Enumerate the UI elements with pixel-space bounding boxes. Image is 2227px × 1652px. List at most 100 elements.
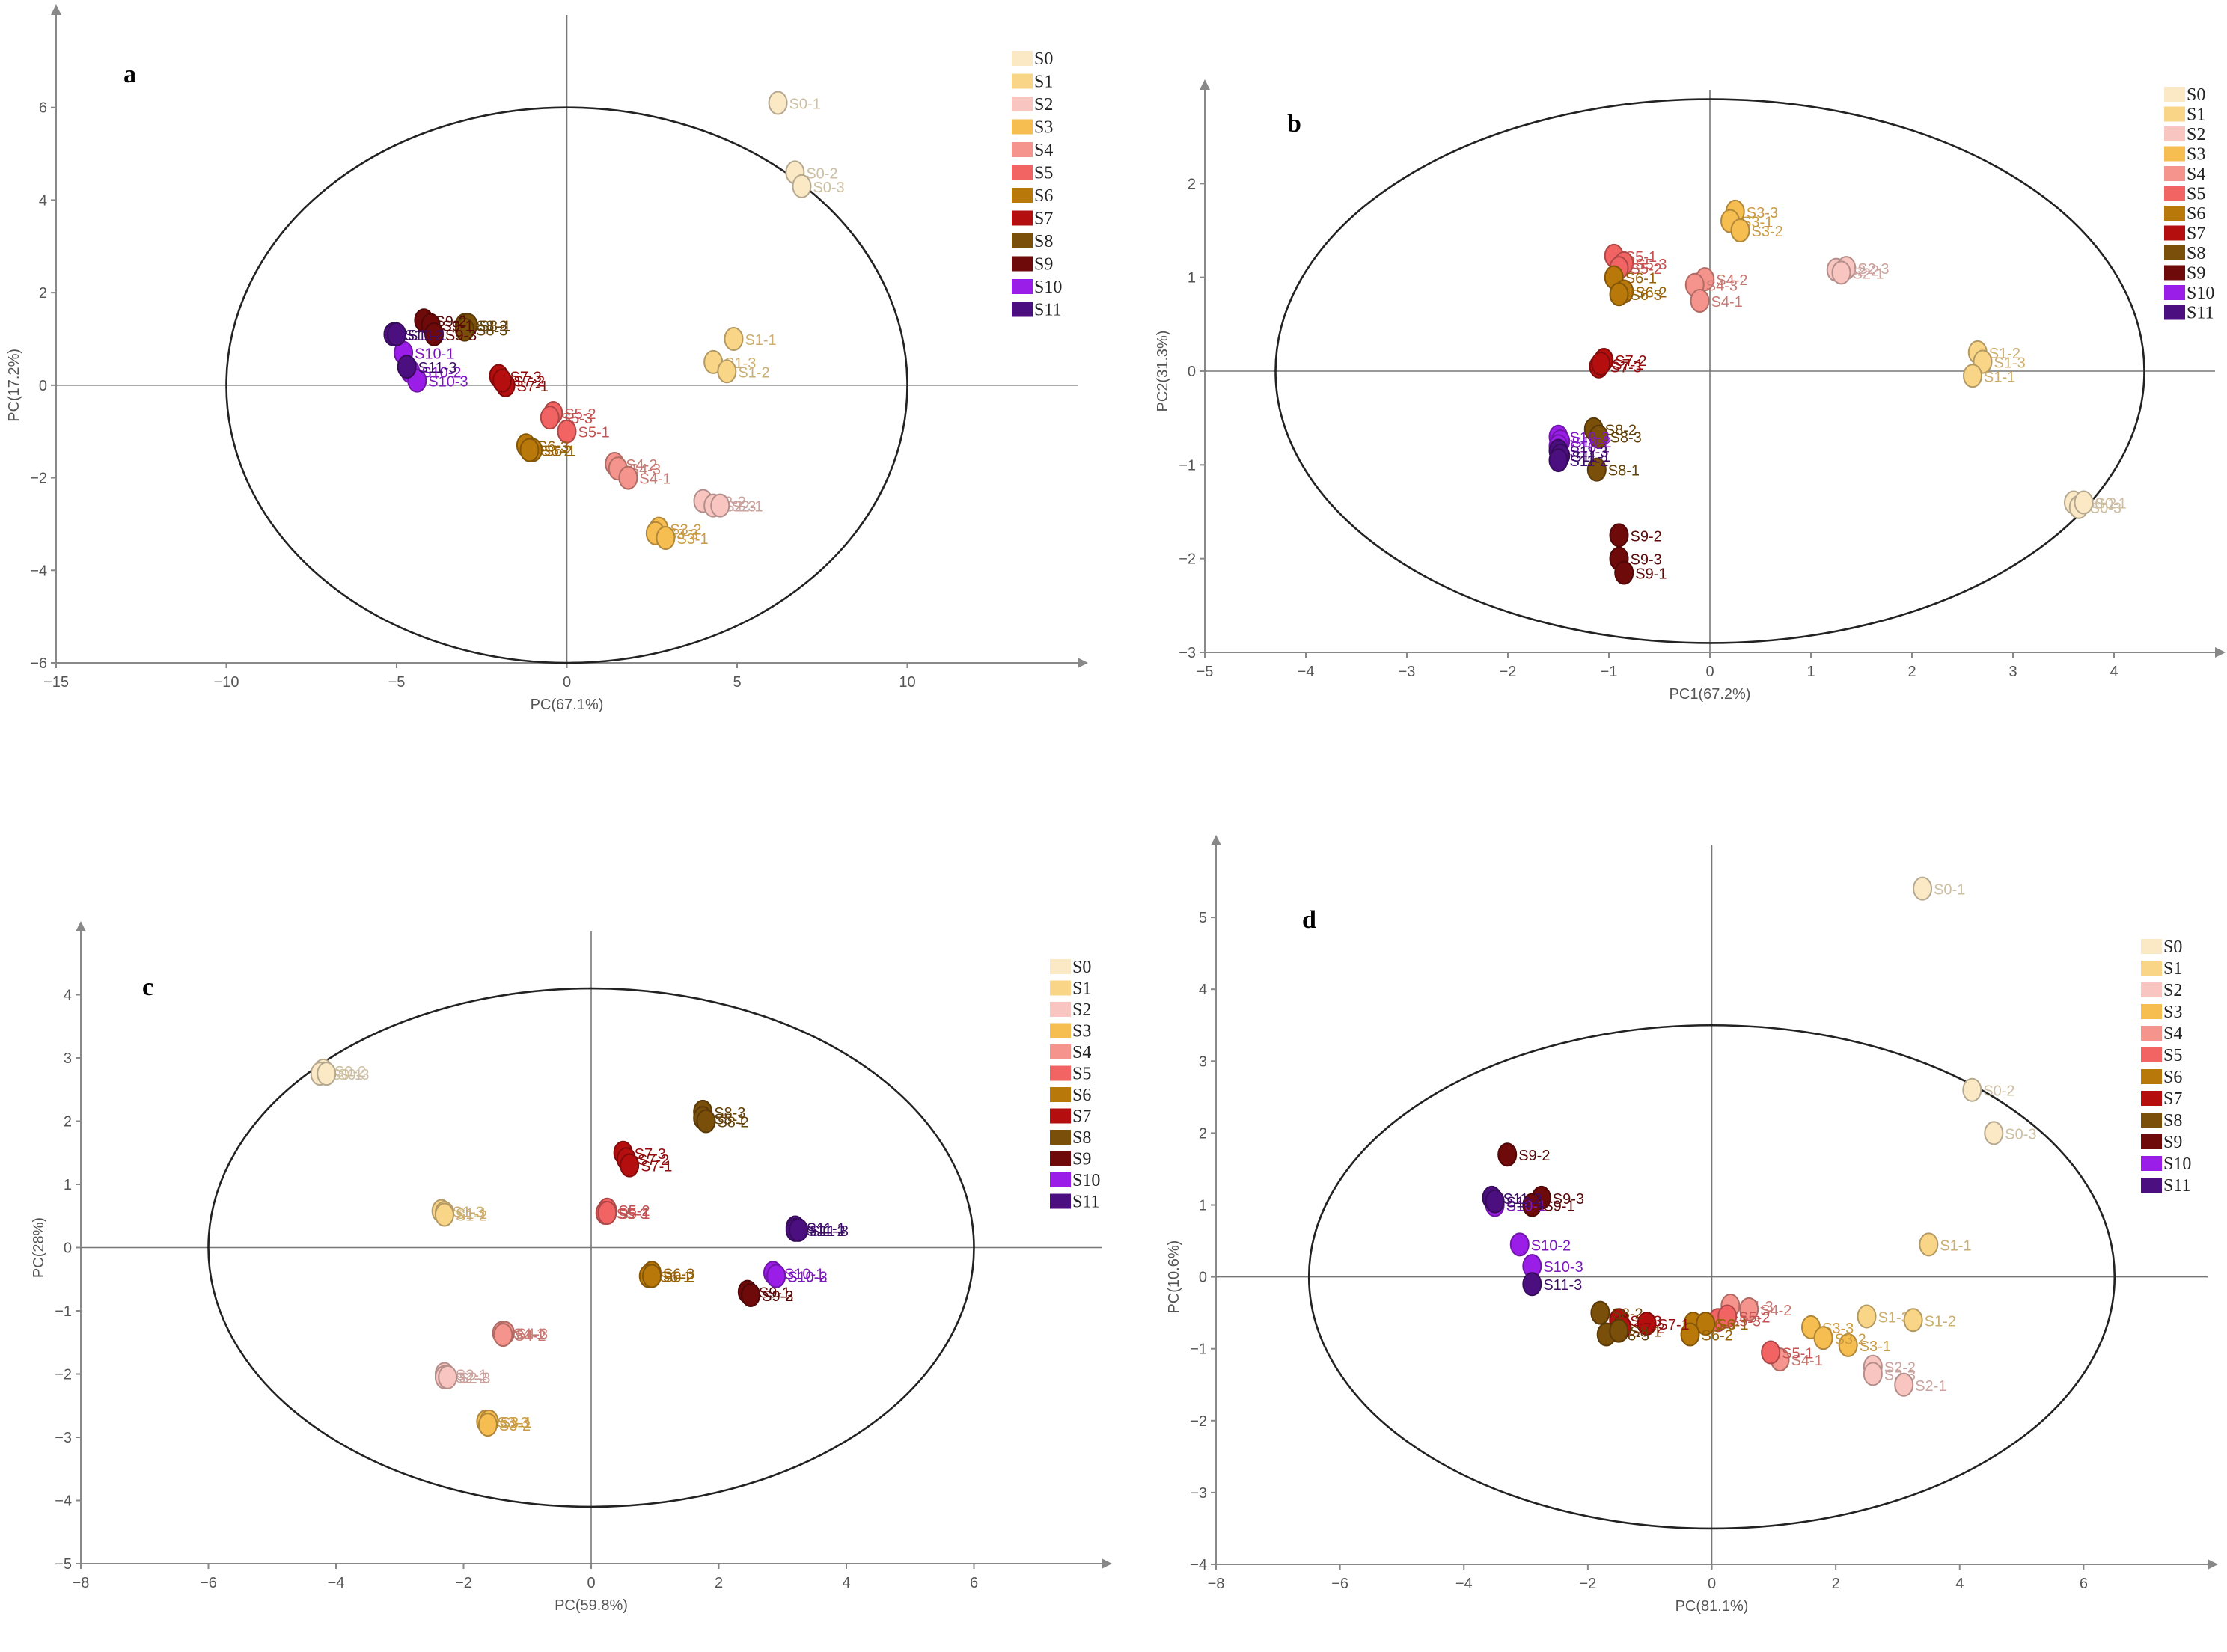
point-label: S5-3: [1729, 1313, 1761, 1330]
point-label: S3-3: [1747, 205, 1778, 221]
legend-label: S7: [1034, 209, 1053, 229]
data-point: [1614, 560, 1634, 585]
panel-c: −8 −6 −4 −2 0 2 4 6 −5 −4 −3 −2 −1 0 1 2 3 4 PC(59.8%) PC(2…: [31, 921, 1112, 1614]
legend-label: S0: [1072, 958, 1091, 977]
point-label: S7-1: [641, 1159, 672, 1175]
point-label: S10-1: [1506, 1199, 1546, 1215]
x-tick-label: 2: [1907, 664, 1916, 680]
legend-label: S3: [2187, 145, 2205, 165]
data-point: [741, 1282, 761, 1307]
point-label: S1-2: [1925, 1313, 1956, 1330]
data-point: [1690, 289, 1710, 313]
data-point: [1831, 260, 1851, 285]
point-label: S1-3: [1994, 355, 2026, 371]
point-label: S3-1: [501, 1415, 532, 1431]
legend-swatch: [1050, 1044, 1071, 1059]
data-point: [620, 1153, 640, 1178]
point-label: S0-2: [1983, 1083, 2014, 1100]
panel-letter: d: [1302, 906, 1316, 934]
data-point: [1591, 351, 1611, 376]
x-tick-label: 2: [715, 1575, 723, 1591]
point-label: S8-1: [714, 1111, 745, 1128]
legend-label: S11: [2163, 1176, 2190, 1196]
data-point: [1522, 1272, 1542, 1297]
legend-label: S5: [2163, 1046, 2182, 1065]
point-label: S9-3: [762, 1288, 793, 1305]
point-label: S5-2: [1738, 1309, 1770, 1326]
y-tick-label: −2: [1179, 551, 1196, 568]
y-tick-label: −1: [55, 1303, 72, 1320]
data-point: [317, 1062, 337, 1086]
point-label: S5-2: [1631, 261, 1662, 278]
legend-label: S1: [2187, 105, 2205, 125]
legend-label: S8: [1034, 232, 1053, 251]
x-tick-label: −8: [1208, 1576, 1225, 1592]
y-tick-label: −1: [1179, 457, 1196, 474]
point-label: S10-3: [787, 1270, 827, 1286]
x-tick-label: −3: [1399, 664, 1416, 680]
x-tick-label: −1: [1601, 664, 1618, 680]
data-point: [1730, 218, 1750, 242]
legend-swatch: [2141, 1113, 2162, 1128]
data-point: [1548, 448, 1568, 473]
point-label: S9-1: [759, 1285, 790, 1302]
x-tick-label: −2: [1579, 1576, 1596, 1592]
point-label: S6-2: [663, 1270, 694, 1286]
point-label: S3-2: [670, 522, 701, 539]
data-point: [1963, 364, 1982, 388]
point-label: S2-3: [459, 1371, 490, 1387]
x-axis-arrow: [2208, 1559, 2218, 1570]
legend-swatch: [2164, 305, 2185, 320]
point-label: S11-2: [1503, 1191, 1542, 1208]
data-point: [1485, 1189, 1505, 1214]
point-label: S8-3: [1610, 430, 1642, 447]
data-point: [1863, 1362, 1883, 1386]
data-point: [724, 327, 744, 351]
legend-swatch: [1050, 1151, 1071, 1166]
panel-b: −5 −4 −3 −2 −1 0 1 2 3 4 −3 −2 −1 0 1 2 PC1(67.2%) PC2(31…: [1155, 79, 2226, 703]
point-label: S2-2: [456, 1371, 487, 1387]
panel-d: −8 −6 −4 −2 0 2 4 6 −4 −3 −2 −1 0 1 2 3 4 5 PC(81.1%) PC(10…: [1166, 835, 2218, 1615]
legend-label: S6: [2187, 204, 2205, 224]
point-label: S10-2: [787, 1270, 827, 1286]
x-tick-label: 4: [842, 1575, 850, 1591]
point-label: S0-2: [806, 165, 837, 182]
legend-swatch: [1050, 1065, 1071, 1081]
point-label: S7-2: [1615, 353, 1646, 370]
legend-label: S11: [1034, 301, 1061, 320]
legend-swatch: [1012, 279, 1033, 294]
point-label: S6-1: [660, 1270, 691, 1286]
y-tick-label: −4: [55, 1493, 72, 1510]
x-tick-label: 1: [1806, 664, 1815, 680]
point-label: S0-1: [332, 1067, 363, 1083]
point-label: S11-2: [807, 1223, 846, 1240]
y-tick-label: 1: [64, 1177, 72, 1193]
y-tick-label: −4: [30, 563, 47, 579]
point-label: S11-1: [807, 1220, 846, 1237]
legend-label: S11: [1072, 1193, 1099, 1212]
panel-letter: c: [142, 973, 153, 1001]
point-label: S7-3: [510, 369, 542, 385]
point-label: S7-2: [513, 374, 545, 391]
y-tick-label: 3: [64, 1050, 72, 1067]
legend-label: S7: [1072, 1107, 1091, 1127]
y-axis-label: PC(17.2%): [6, 349, 22, 422]
legend-swatch: [2164, 225, 2185, 241]
legend-swatch: [2164, 206, 2185, 221]
y-tick-label: 2: [1199, 1125, 1207, 1142]
point-label: S5-2: [618, 1203, 650, 1220]
legend-label: S4: [1072, 1043, 1091, 1062]
point-label: S2-3: [724, 499, 756, 516]
legend-swatch: [1050, 1193, 1071, 1209]
point-label: S0-1: [2095, 495, 2127, 512]
data-point: [1609, 282, 1629, 307]
legend-swatch: [1050, 1108, 1071, 1124]
point-label: S3-1: [1860, 1339, 1891, 1355]
y-axis-arrow: [1200, 79, 1210, 90]
point-label: S6-2: [1635, 284, 1667, 301]
y-axis-label: PC2(31.3%): [1155, 331, 1171, 412]
